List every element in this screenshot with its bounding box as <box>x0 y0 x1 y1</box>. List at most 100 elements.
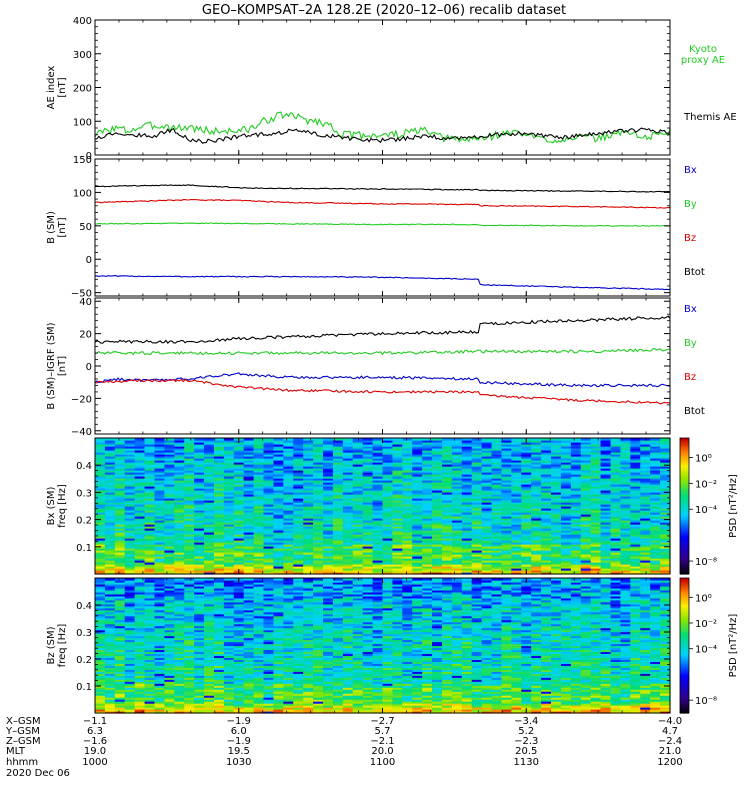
legend-btot: Btot <box>684 406 705 417</box>
bz-spectrogram-y-axis-label: Bz (SM)freq [Hz] <box>46 624 68 668</box>
b-sm-y-tick-label: 150 <box>73 155 92 166</box>
b-sm-y-axis-label: B (SM)[nT] <box>46 211 68 244</box>
bx-spectrogram-panel: 10⁰ 10⁻² 10⁻⁴ 10⁻⁸ PSD [nT²/Hz] 0.1 0.2 0.3 0.4 B… <box>46 437 739 575</box>
bz-spectrogram-colorbar-label: PSD [nT²/Hz] <box>728 614 739 678</box>
x-row-value: 1130 <box>514 757 539 768</box>
x-row-value: 20.5 <box>515 746 537 757</box>
bx-spectrogram-cbar-tick-label: 10⁻² <box>695 479 717 490</box>
b-sm-panel: Bx By Bz Btot −50 0 50 100 150 B (SM)[nT] <box>46 155 705 300</box>
bx-spectrogram-y-tick-label: 0.4 <box>76 461 92 472</box>
bx-spectrogram-colorbar: 10⁰ 10⁻² 10⁻⁴ 10⁻⁸ PSD [nT²/Hz] <box>679 437 739 575</box>
x-row-label: Z–GSM <box>6 736 41 747</box>
legend-by: By <box>684 199 697 210</box>
legend-by: By <box>684 338 697 349</box>
b-sm-series-by <box>94 222 671 227</box>
bz-spectrogram-y-tick-label: 0.2 <box>76 655 92 666</box>
legend-bx: Bx <box>684 304 697 315</box>
legend-bz: Bz <box>684 372 696 383</box>
b-minus-igrf-y-tick-label: −20 <box>71 394 92 405</box>
x-row-value: 1030 <box>226 757 251 768</box>
b-sm-y-tick-label: 100 <box>73 188 92 199</box>
bx-spectrogram-y-tick-label: 0.1 <box>76 543 92 554</box>
b-sm-y-tick-label: −50 <box>71 289 92 300</box>
ae-index-y-tick-label: 400 <box>73 16 92 27</box>
b-sm-series-bz <box>94 198 671 209</box>
bx-spectrogram-cells <box>95 438 671 575</box>
b-minus-igrf-frame <box>94 297 671 435</box>
b-minus-igrf-y-tick-label: 20 <box>79 330 92 341</box>
x-row-value: −1.6 <box>83 736 107 747</box>
ae-index-y-tick-label: 100 <box>73 117 92 128</box>
x-row-label: MLT <box>6 746 26 757</box>
legend-bz: Bz <box>684 233 696 244</box>
x-axis-date: 2020 Dec 06 <box>6 768 70 779</box>
x-row-value: 4.7 <box>662 726 678 737</box>
b-minus-igrf-series-bx <box>94 372 671 388</box>
b-sm-y-tick-label: 0 <box>86 255 92 266</box>
figure-title: GEO–KOMPSAT–2A 128.2E (2020–12–06) recal… <box>202 3 566 18</box>
legend-bx: Bx <box>684 165 697 176</box>
b-sm-y-tick-label: 50 <box>79 222 92 233</box>
bx-spectrogram-cbar-tick-label: 10⁻⁴ <box>695 505 717 516</box>
x-row-value: 6.0 <box>231 726 247 737</box>
b-sm-series-btot <box>94 184 671 193</box>
bx-spectrogram-cbar-tick-label: 10⁻⁸ <box>695 557 717 568</box>
ae-index-panel: Kyoto proxy AE Themis AE 0 100 200 300 400 AE in… <box>46 16 737 162</box>
b-minus-igrf-legend: Bx By Bz Btot <box>684 304 705 417</box>
x-row-value: −2.1 <box>370 736 394 747</box>
x-row-value: 19.0 <box>84 746 106 757</box>
bz-spectrogram-cbar-tick-label: 10⁻² <box>695 619 717 630</box>
ae-index-series-kyoto-proxy-ae <box>94 111 671 144</box>
legend-kyoto-proxy-ae: Kyoto proxy AE <box>681 44 725 66</box>
x-row-value: 1200 <box>657 757 682 768</box>
x-row-value: −1.1 <box>83 716 107 727</box>
legend-btot: Btot <box>684 267 705 278</box>
bx-spectrogram-y-axis-label: Bx (SM)freq [Hz] <box>46 484 68 528</box>
bz-spectrogram-cbar-tick-label: 10⁻⁴ <box>695 645 717 656</box>
bz-spectrogram-y-tick-label: 0.1 <box>76 682 92 693</box>
x-row-value: 5.7 <box>375 726 391 737</box>
b-minus-igrf-panel: Bx By Bz Btot −40 −20 0 20 40 B (SM)–IGRF (SM)[nT… <box>46 297 705 438</box>
ae-index-y-axis-label: AE index[nT] <box>46 66 68 110</box>
x-row-value: −4.0 <box>658 716 682 727</box>
x-row-value: 6.3 <box>87 726 103 737</box>
ae-index-y-tick-label: 300 <box>73 50 92 61</box>
b-minus-igrf-series-btot <box>94 315 671 344</box>
bz-spectrogram-panel: 10⁰ 10⁻² 10⁻⁴ 10⁻⁸ PSD [nT²/Hz] 0.1 0.2 0.3 0.4 B… <box>46 577 739 714</box>
x-row-value: 5.2 <box>518 726 534 737</box>
x-row-value: −1.9 <box>227 736 251 747</box>
bz-spectrogram-cbar-tick-label: 10⁰ <box>695 593 712 604</box>
x-row-value: 21.0 <box>659 746 681 757</box>
b-sm-legend: Bx By Bz Btot <box>684 165 705 278</box>
b-minus-igrf-series-by <box>94 348 671 356</box>
b-minus-igrf-y-tick-label: −40 <box>71 427 92 438</box>
x-row-value: 19.5 <box>228 746 250 757</box>
ae-index-y-tick-label: 200 <box>73 84 92 95</box>
bz-spectrogram-y-tick-label: 0.3 <box>76 628 92 639</box>
bz-spectrogram-y-tick-label: 0.4 <box>76 601 92 612</box>
bz-spectrogram-cells <box>95 578 671 714</box>
x-row-value: 1000 <box>82 757 107 768</box>
x-row-value: 20.0 <box>371 746 393 757</box>
x-axis-ephemeris-table: X–GSM −1.1 −1.9 −2.7 −3.4 −4.0 Y–GSM 6.3 6.0 5.7 5… <box>5 716 683 779</box>
b-minus-igrf-series-bz <box>94 378 671 405</box>
x-row-value: −2.4 <box>658 736 682 747</box>
bx-spectrogram-cbar-tick-label: 10⁰ <box>695 453 712 464</box>
b-minus-igrf-y-axis-label: B (SM)–IGRF (SM)[nT] <box>46 322 68 409</box>
bx-spectrogram-y-tick-label: 0.2 <box>76 516 92 527</box>
b-sm-frame <box>94 158 671 297</box>
x-row-label: hhmm <box>6 757 38 768</box>
x-row-label: Y–GSM <box>5 726 40 737</box>
legend-themis-ae: Themis AE <box>683 112 737 123</box>
bx-spectrogram-y-tick-label: 0.3 <box>76 488 92 499</box>
b-sm-series-bx <box>94 275 671 291</box>
ae-index-series-themis-ae <box>94 127 671 144</box>
x-row-value: −2.7 <box>370 716 394 727</box>
bz-spectrogram-cbar-tick-label: 10⁻⁸ <box>695 696 717 707</box>
x-row-value: 1100 <box>370 757 395 768</box>
b-minus-igrf-y-tick-label: 40 <box>79 297 92 308</box>
x-row-value: −3.4 <box>514 716 538 727</box>
ae-index-y-tick-label: 0 <box>86 151 92 162</box>
bx-spectrogram-colorbar-label: PSD [nT²/Hz] <box>728 474 739 538</box>
